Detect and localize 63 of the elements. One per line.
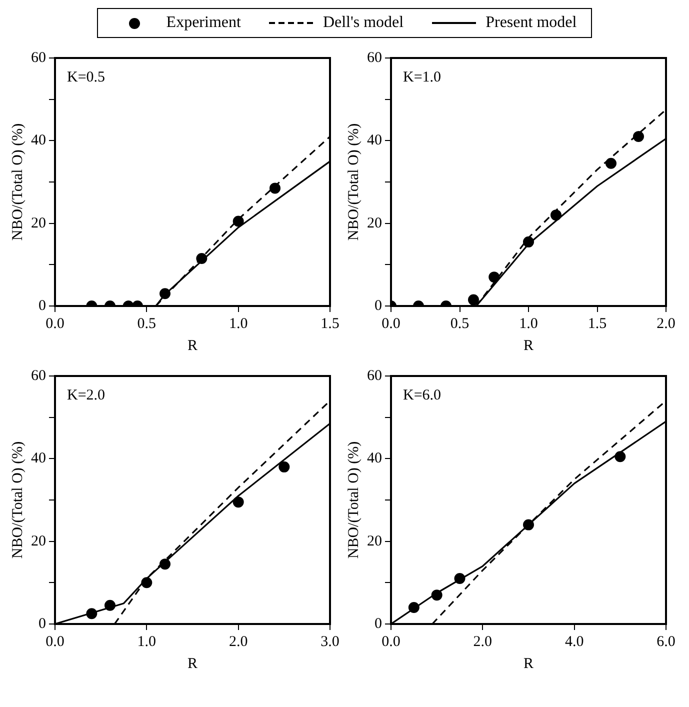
legend-label: Dell's model	[322, 14, 404, 32]
y-axis-title: NBO/(Total O) (%)	[346, 123, 362, 241]
x-axis-title: R	[187, 338, 198, 354]
x-tick-label: 0.0	[382, 316, 400, 332]
x-tick-label: 1.0	[519, 316, 538, 332]
point	[431, 590, 442, 601]
x-tick-label: 0.0	[382, 634, 400, 650]
x-tick-label: 1.0	[228, 316, 248, 332]
point	[160, 558, 170, 570]
annotation: K=2.0	[67, 387, 106, 404]
point	[523, 236, 534, 248]
y-axis-title: NBO/(Total O) (%)	[346, 441, 362, 559]
y-tick-label: 40	[367, 132, 382, 149]
annotation: K=0.5	[67, 69, 106, 86]
y-tick-label: 60	[31, 368, 46, 384]
y-tick-label: 20	[31, 215, 46, 232]
y-tick-label: 0	[38, 616, 46, 632]
point	[104, 600, 116, 611]
point	[614, 451, 626, 462]
x-tick-label: 6.0	[656, 634, 676, 650]
x-tick-label: 2.0	[656, 316, 676, 332]
y-tick-label: 40	[367, 450, 382, 467]
point	[232, 496, 244, 508]
point	[606, 158, 616, 169]
y-tick-label: 20	[367, 533, 382, 550]
y-tick-label: 20	[31, 533, 46, 550]
y-tick-label: 60	[367, 368, 382, 384]
x-tick-label: 1.0	[137, 634, 156, 650]
x-tick-label: 0.5	[137, 316, 156, 332]
y-tick-label: 40	[31, 450, 46, 467]
point	[278, 461, 290, 472]
point	[86, 608, 98, 620]
point	[141, 577, 152, 588]
y-tick-label: 0	[374, 616, 382, 632]
y-tick-label: 20	[367, 215, 382, 232]
x-tick-label: 0.5	[450, 316, 470, 332]
legend-label: Experiment	[166, 14, 241, 32]
legend-label: Present model	[486, 14, 577, 32]
x-tick-label: 1.5	[320, 316, 340, 332]
x-tick-label: 2.0	[228, 634, 248, 650]
x-axis-title: R	[187, 656, 198, 672]
x-tick-label: 2.0	[473, 634, 492, 650]
x-tick-label: 1.5	[588, 316, 607, 332]
y-axis-title: NBO/(Total O) (%)	[10, 441, 26, 559]
point	[454, 573, 466, 584]
point	[408, 602, 420, 613]
y-tick-label: 60	[31, 50, 46, 66]
x-tick-label: 0.0	[46, 316, 64, 332]
point	[633, 131, 644, 142]
x-axis-title: R	[523, 656, 534, 672]
point	[550, 210, 562, 221]
y-tick-label: 0	[374, 298, 382, 314]
y-tick-label: 60	[367, 50, 382, 66]
x-tick-label: 3.0	[320, 634, 340, 650]
y-tick-label: 40	[31, 132, 46, 149]
x-tick-label: 4.0	[564, 634, 584, 650]
point	[523, 519, 534, 530]
x-axis-title: R	[523, 338, 534, 354]
x-tick-label: 0.0	[46, 634, 64, 650]
y-tick-label: 0	[38, 298, 46, 314]
y-axis-title: NBO/(Total O) (%)	[10, 123, 26, 241]
annotation: K=6.0	[403, 387, 442, 404]
annotation: K=1.0	[403, 69, 442, 86]
